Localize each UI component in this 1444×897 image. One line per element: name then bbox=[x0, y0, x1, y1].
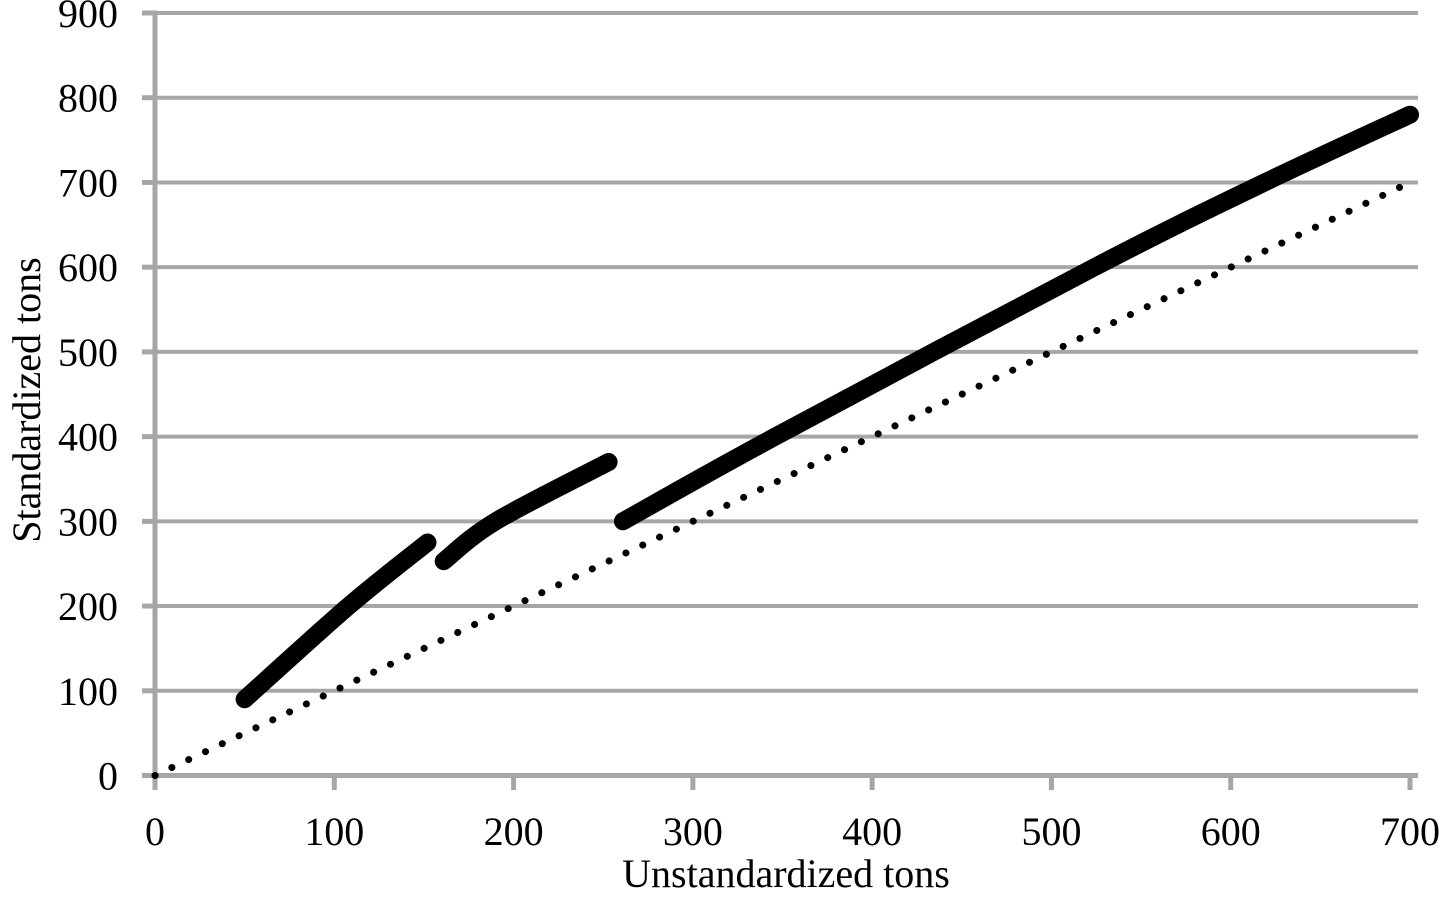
x-axis-title: Unstandardized tons bbox=[622, 851, 950, 896]
x-tick-label: 600 bbox=[1201, 809, 1261, 854]
y-tick-label: 200 bbox=[58, 584, 118, 629]
y-tick-label: 700 bbox=[58, 160, 118, 205]
series-standardized-tons-curve bbox=[235, 533, 437, 709]
x-tick-label: 500 bbox=[1021, 809, 1081, 854]
x-tick-label: 0 bbox=[145, 809, 165, 854]
x-tick-label: 100 bbox=[304, 809, 364, 854]
y-tick-label: 800 bbox=[58, 76, 118, 121]
x-tick-label: 400 bbox=[842, 809, 902, 854]
x-tick-label: 700 bbox=[1380, 809, 1440, 854]
series-standardized-tons-curve bbox=[434, 453, 618, 571]
y-axis-title: Standardized tons bbox=[4, 257, 49, 543]
series-standardized-tons-curve bbox=[613, 105, 1419, 531]
y-tick-label: 100 bbox=[58, 669, 118, 714]
y-tick-label: 900 bbox=[58, 0, 118, 36]
y-tick-label: 400 bbox=[58, 415, 118, 460]
y-tick-label: 600 bbox=[58, 245, 118, 290]
x-tick-label: 200 bbox=[484, 809, 544, 854]
x-tick-label: 300 bbox=[663, 809, 723, 854]
y-tick-label: 300 bbox=[58, 499, 118, 544]
y-tick-label: 500 bbox=[58, 330, 118, 375]
y-tick-label: 0 bbox=[98, 754, 118, 799]
series-identity-reference-line bbox=[151, 183, 1405, 779]
